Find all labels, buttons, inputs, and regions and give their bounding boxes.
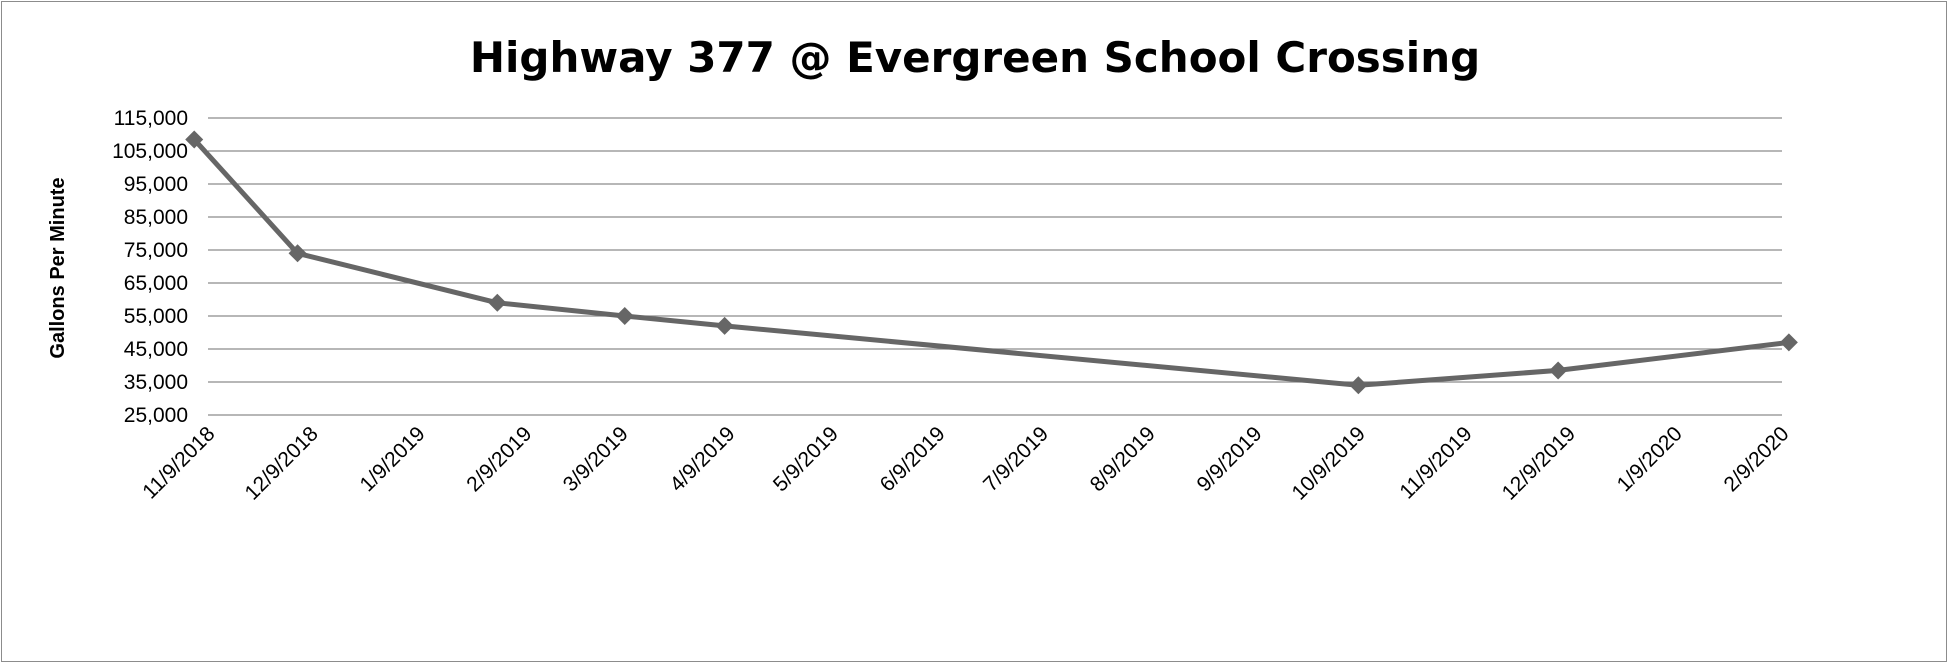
data-point-marker <box>185 130 204 149</box>
x-tick-label: 11/9/2018 <box>138 422 219 503</box>
data-point-marker <box>1779 333 1798 352</box>
x-tick-label: 2/9/2019 <box>462 422 536 496</box>
y-tick-label: 45,000 <box>124 338 188 361</box>
series-layer <box>185 130 1798 395</box>
x-tick-label: 1/9/2019 <box>356 422 430 496</box>
y-tick-label: 55,000 <box>124 305 188 328</box>
y-tick-label: 65,000 <box>124 272 188 295</box>
x-tick-label: 11/9/2019 <box>1395 422 1476 503</box>
data-point-marker <box>488 293 507 312</box>
y-tick-label: 25,000 <box>124 404 188 427</box>
x-tick-label: 7/9/2019 <box>979 422 1053 496</box>
y-tick-label: 75,000 <box>124 239 188 262</box>
y-tick-label: 105,000 <box>112 140 188 163</box>
x-tick-label: 5/9/2019 <box>769 422 843 496</box>
y-tick-label: 35,000 <box>124 371 188 394</box>
y-tick-label: 85,000 <box>124 206 188 229</box>
x-tick-label: 2/9/2020 <box>1719 422 1793 496</box>
data-point-marker <box>615 307 634 325</box>
gridlines <box>208 117 1782 416</box>
x-tick-label: 4/9/2019 <box>666 422 740 496</box>
x-tick-label: 10/9/2019 <box>1288 422 1370 504</box>
x-tick-label: 9/9/2019 <box>1193 422 1267 496</box>
x-axis-ticks: 11/9/2018 12/9/2018 1/9/2019 2/9/2019 3/9/20… <box>138 422 1793 504</box>
y-axis-label: Gallons Per Minute <box>47 177 69 358</box>
x-tick-label: 6/9/2019 <box>876 422 950 496</box>
x-tick-label: 1/9/2020 <box>1613 422 1687 496</box>
x-tick-label: 12/9/2019 <box>1498 422 1580 504</box>
data-point-marker <box>288 244 307 263</box>
series-line <box>192 137 1790 388</box>
y-tick-label: 115,000 <box>114 107 188 130</box>
data-point-marker <box>1349 376 1368 395</box>
y-axis-ticks: 25,000 35,000 45,000 55,000 65,000 75,000 85,0… <box>112 107 188 427</box>
chart-title: Highway 377 @ Evergreen School Crossing <box>470 33 1480 82</box>
x-tick-label: 12/9/2018 <box>241 422 323 504</box>
x-tick-label: 3/9/2019 <box>559 422 633 496</box>
y-tick-label: 95,000 <box>124 173 188 196</box>
data-point-marker <box>715 316 734 335</box>
data-point-marker <box>1549 361 1568 380</box>
x-tick-label: 8/9/2019 <box>1086 422 1160 496</box>
